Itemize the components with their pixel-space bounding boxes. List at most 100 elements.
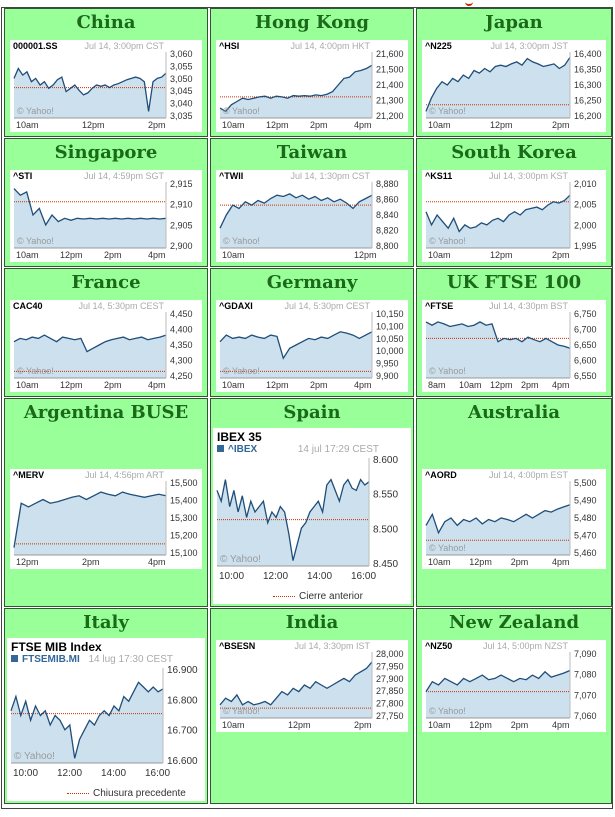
- timestamp: Jul 14, 4:56pm ART: [85, 470, 164, 480]
- market-title: Singapore: [54, 142, 158, 163]
- ticker-symbol[interactable]: ^BSESN: [219, 641, 256, 651]
- price-area-fill: [220, 65, 372, 118]
- ticker-symbol[interactable]: ^N225: [425, 41, 452, 51]
- ticker-symbol[interactable]: ^AORD: [425, 470, 457, 480]
- market-title: Argentina BUSE: [23, 402, 189, 423]
- price-chart[interactable]: 16.900 16.800 16.700 16.600 10:00 12:00 14:00 1…: [7, 638, 205, 801]
- y-tick-label: 4,250: [170, 371, 193, 381]
- market-cell-uk: UK FTSE 100 ^FTSE Jul 14, 4:30pm BST 6,750 6…: [416, 268, 612, 397]
- price-line: [425, 194, 571, 233]
- x-tick-label: 2pm: [104, 250, 122, 260]
- y-tick-label: 8.600: [373, 455, 398, 466]
- ticker-symbol[interactable]: ^HSI: [219, 41, 240, 51]
- market-title: India: [285, 612, 339, 633]
- x-tick-label: 4pm: [552, 557, 570, 567]
- y-tick-label: 10,150: [376, 309, 404, 319]
- ticker-symbol[interactable]: ^IBEX: [217, 444, 257, 455]
- price-chart[interactable]: 21,600 21,500 21,400 21,300 21,200 10am 12pm 2p…: [216, 40, 408, 132]
- chart-panel[interactable]: ^TWII Jul 14, 1:30pm CST 8,880 8,860 8,840 8,…: [216, 170, 408, 262]
- price-area-fill: [426, 57, 570, 118]
- market-cell-southkorea: South Korea ^KS11 Jul 14, 3:00pm KST 2,010 2…: [416, 138, 612, 267]
- timestamp: 14 lug 17:30 CEST: [88, 654, 174, 665]
- ticker-symbol[interactable]: ^KS11: [425, 171, 453, 181]
- chart-panel[interactable]: ^BSESN Jul 14, 3:30pm IST 28,000 27,950 27,9…: [216, 640, 408, 732]
- price-chart[interactable]: 8,880 8,860 8,840 8,820 8,800 10am 12pm © Yahoo…: [216, 170, 408, 262]
- price-area-fill: [220, 331, 372, 378]
- y-tick-label: 15,100: [170, 548, 198, 558]
- market-title: Japan: [485, 12, 543, 33]
- price-chart[interactable]: 28,000 27,950 27,900 27,850 27,800 27,750 10am…: [216, 640, 408, 732]
- x-tick-label: 2pm: [310, 380, 328, 390]
- price-chart[interactable]: 2,915 2,910 2,905 2,900 10am 12pm 2pm 4pm © Yaho…: [10, 170, 202, 262]
- timestamp: Jul 14, 4:30pm BST: [488, 301, 568, 311]
- y-tick-label: 8.500: [373, 524, 398, 535]
- ticker-symbol[interactable]: ^GDAXI: [219, 301, 253, 311]
- x-tick-label: 2pm: [82, 557, 100, 567]
- chart-panel[interactable]: FTSE MIB Index FTSEMIB.MI 14 lug 17:30 CES…: [7, 638, 205, 801]
- x-tick-label: 4pm: [148, 250, 166, 260]
- x-tick-label: 4pm: [552, 380, 570, 390]
- ticker-symbol[interactable]: ^STI: [13, 171, 33, 181]
- y-tick-label: 6,550: [574, 371, 597, 381]
- y-tick-label: 16,400: [574, 49, 602, 59]
- yahoo-watermark: © Yahoo!: [223, 706, 260, 716]
- ticker-symbol[interactable]: CAC40: [13, 301, 43, 311]
- yahoo-watermark: © Yahoo!: [17, 236, 54, 246]
- y-tick-label: 21,400: [376, 80, 404, 90]
- y-tick-label: 21,200: [376, 111, 404, 121]
- timestamp: Jul 14, 4:59pm SGT: [83, 171, 164, 181]
- price-chart[interactable]: 7,090 7,080 7,070 7,060 10am 12pm 2pm 4pm © Yaho…: [422, 640, 606, 732]
- price-chart[interactable]: 16,400 16,350 16,300 16,250 16,200 10am 12pm 2p…: [422, 40, 606, 132]
- chart-panel[interactable]: ^NZ50 Jul 14, 5:00pm NZST 7,090 7,080 7,070 7…: [422, 640, 606, 732]
- market-cell-france: France CAC40 Jul 14, 5:30pm CEST 4,450 4,400…: [4, 268, 208, 397]
- price-chart[interactable]: 5,500 5,490 5,480 5,470 5,460 10am 12pm 2pm 4pm ©…: [422, 469, 606, 569]
- price-line: [425, 504, 571, 535]
- x-tick-label: 10am: [459, 380, 482, 390]
- y-tick-label: 21,600: [376, 49, 404, 59]
- timestamp: Jul 14, 3:00pm CST: [84, 41, 164, 51]
- market-cell-china: China 000001.SS Jul 14, 3:00pm CST 3,060 3,0…: [4, 8, 208, 137]
- ticker-symbol[interactable]: 000001.SS: [13, 41, 58, 51]
- chart-panel[interactable]: ^STI Jul 14, 4:59pm SGT 2,915 2,910 2,905 2,9…: [10, 170, 202, 262]
- price-chart[interactable]: 8.600 8.550 8.500 8.450 10:00 12:00 14:00 16:00…: [213, 428, 411, 604]
- previous-close-legend: Chiusura precedente: [67, 788, 186, 799]
- y-tick-label: 2,915: [170, 179, 193, 189]
- chart-panel[interactable]: CAC40 Jul 14, 5:30pm CEST 4,450 4,400 4,350 4…: [10, 300, 202, 392]
- timestamp: Jul 14, 3:00pm JST: [490, 41, 568, 51]
- y-tick-label: 1,995: [574, 241, 597, 251]
- chart-panel[interactable]: ^AORD Jul 14, 4:00pm EST 5,500 5,490 5,480 5,…: [422, 469, 606, 569]
- ticker-symbol[interactable]: FTSEMIB.MI: [11, 654, 80, 665]
- chart-panel[interactable]: ^MERV Jul 14, 4:56pm ART 15,500 15,400 15,30…: [10, 469, 202, 569]
- y-tick-label: 15,200: [170, 531, 198, 541]
- x-tick-label: 10:00: [13, 768, 38, 779]
- x-tick-label: 10am: [428, 250, 451, 260]
- y-tick-label: 5,460: [574, 548, 597, 558]
- y-tick-label: 16,200: [574, 111, 602, 121]
- chart-panel[interactable]: ^FTSE Jul 14, 4:30pm BST 6,750 6,700 6,650 6,…: [422, 300, 606, 392]
- chart-panel[interactable]: ^HSI Jul 14, 4:00pm HKT 21,600 21,500 21,400…: [216, 40, 408, 132]
- market-title: Australia: [468, 402, 560, 423]
- x-tick-label: 10am: [222, 250, 245, 260]
- previous-close-legend: Cierre anterior: [273, 591, 363, 602]
- x-tick-label: 12pm: [266, 120, 289, 130]
- ticker-symbol[interactable]: ^NZ50: [425, 641, 453, 651]
- ticker-symbol[interactable]: ^MERV: [13, 470, 45, 480]
- y-tick-label: 2,900: [170, 241, 193, 251]
- chart-panel[interactable]: ^KS11 Jul 14, 3:00pm KST 2,010 2,005 2,000 1,…: [422, 170, 606, 262]
- price-chart[interactable]: 2,010 2,005 2,000 1,995 10am 12pm 2pm © Yahoo!: [422, 170, 606, 262]
- price-chart[interactable]: 15,500 15,400 15,300 15,200 15,100 12pm 2pm 4pm: [10, 469, 202, 569]
- chart-panel[interactable]: ^GDAXI Jul 14, 5:30pm CEST 10,150 10,100 10,…: [216, 300, 408, 392]
- x-tick-label: 10am: [16, 380, 39, 390]
- ticker-symbol[interactable]: ^TWII: [219, 171, 244, 181]
- price-line: [13, 67, 167, 112]
- chart-panel[interactable]: ^N225 Jul 14, 3:00pm JST 16,400 16,350 16,30…: [422, 40, 606, 132]
- price-chart[interactable]: 4,450 4,400 4,350 4,300 4,250 10am 12pm 2pm 4pm ©…: [10, 300, 202, 392]
- y-tick-label: 3,035: [170, 111, 193, 121]
- price-chart[interactable]: 10,150 10,100 10,050 10,000 9,950 9,900 10am 12…: [216, 300, 408, 392]
- y-tick-label: 7,070: [574, 690, 597, 700]
- price-chart[interactable]: 3,060 3,055 3,050 3,045 3,040 3,035 10am 12pm 2p…: [10, 40, 202, 132]
- chart-panel[interactable]: 000001.SS Jul 14, 3:00pm CST 3,060 3,055 3,0…: [10, 40, 202, 132]
- ticker-symbol[interactable]: ^FTSE: [425, 301, 454, 311]
- chart-panel[interactable]: IBEX 35 ^IBEX 14 jul 17:29 CEST 8.600 8.550 8…: [213, 428, 411, 604]
- price-chart[interactable]: 6,750 6,700 6,650 6,600 6,550 8am 10am 12pm 2pm 4…: [422, 300, 606, 392]
